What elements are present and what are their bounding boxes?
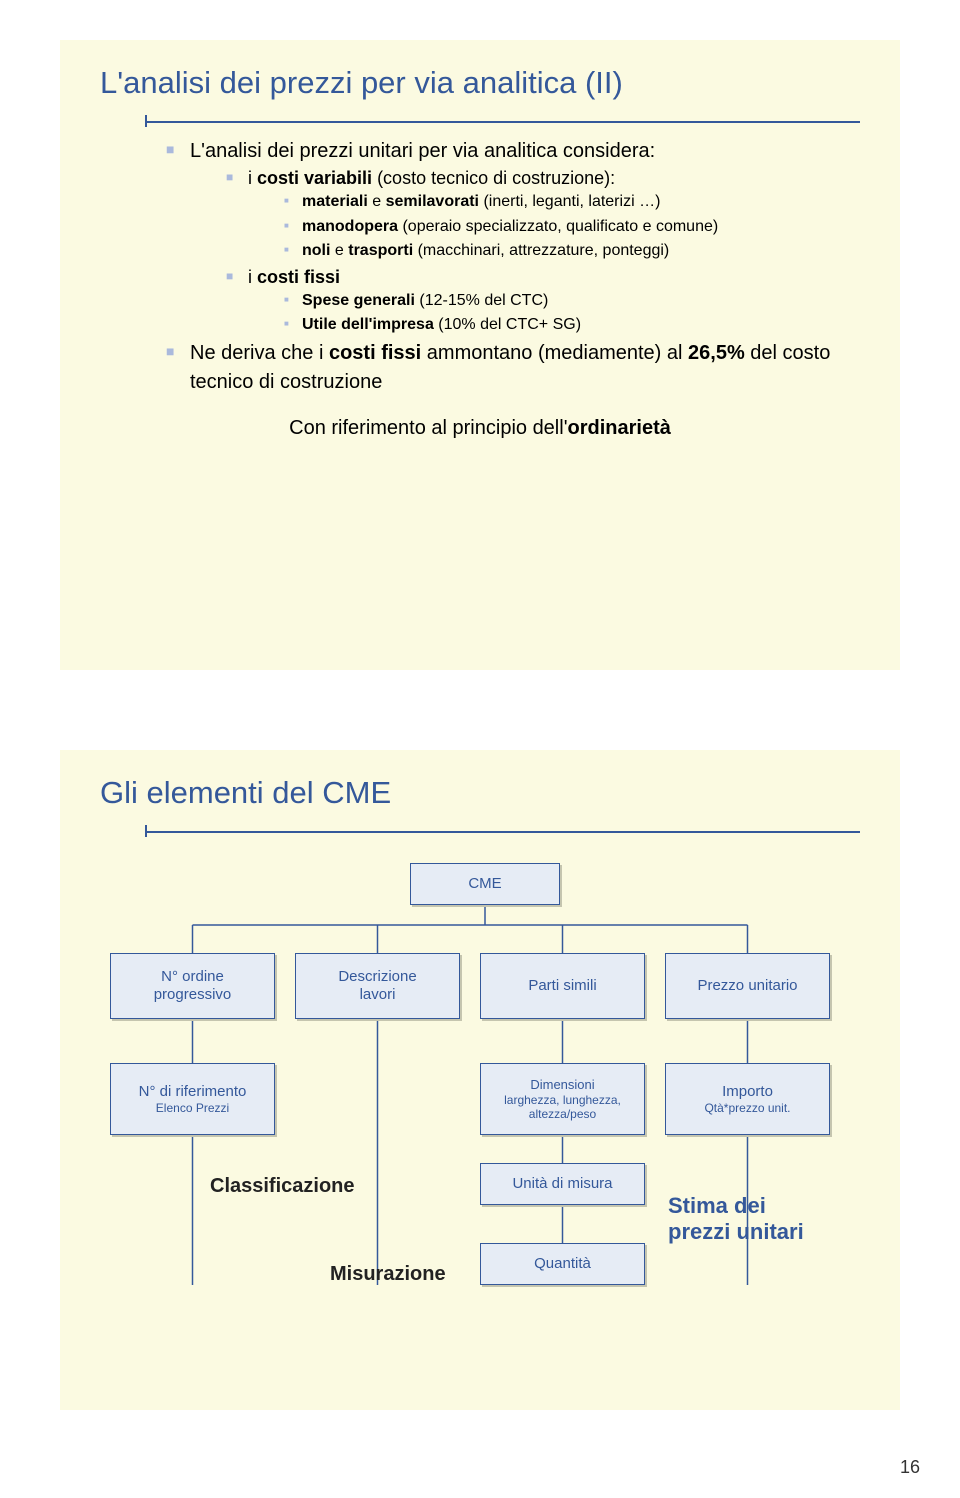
bullet-lvl3: materiali e semilavorati (inerti, legant… — [284, 191, 860, 213]
box-row2-2: ImportoQtà*prezzo unit. — [665, 1063, 830, 1135]
label-stima: Stima deiprezzi unitari — [668, 1193, 804, 1245]
page-number: 16 — [900, 1457, 920, 1478]
bullet-lvl1: Ne deriva che i costi fissi ammontano (m… — [166, 339, 860, 397]
cme-diagram: CME N° ordineprogressivo Descrizionelavori… — [100, 863, 860, 1383]
title-divider-2 — [60, 827, 900, 833]
slide1-title: L'analisi dei prezzi per via analitica (… — [60, 40, 900, 109]
box-qta: Quantità — [480, 1243, 645, 1285]
box-root: CME — [410, 863, 560, 905]
box-row1-2: Parti simili — [480, 953, 645, 1019]
slide-1: L'analisi dei prezzi per via analitica (… — [60, 40, 900, 670]
footer-text: Con riferimento al principio dell' — [289, 417, 567, 439]
slide1-content: L'analisi dei prezzi unitari per via ana… — [60, 137, 900, 439]
box-row1-3: Prezzo unitario — [665, 953, 830, 1019]
bullet-lvl3: manodopera (operaio specializzato, quali… — [284, 216, 860, 238]
bullet-lvl3: noli e trasporti (macchinari, attrezzatu… — [284, 240, 860, 262]
slide-2: Gli elementi del CME CME N° ordineprogres… — [60, 750, 900, 1410]
bullet-lvl1: L'analisi dei prezzi unitari per via ana… — [166, 137, 860, 336]
box-row1-0: N° ordineprogressivo — [110, 953, 275, 1019]
label-classificazione: Classificazione — [210, 1175, 355, 1198]
label-misurazione: Misurazione — [330, 1263, 446, 1286]
slide1-footer: Con riferimento al principio dell'ordina… — [100, 417, 860, 440]
footer-bold: ordinarietà — [568, 417, 671, 439]
bullet-lvl3: Utile dell'impresa (10% del CTC+ SG) — [284, 314, 860, 336]
title-divider — [60, 117, 900, 123]
box-row2-1: Dimensionilarghezza, lunghezza,altezza/p… — [480, 1063, 645, 1135]
box-row1-1: Descrizionelavori — [295, 953, 460, 1019]
bullet-lvl2: i costi variabili (costo tecnico di cost… — [226, 166, 860, 262]
box-row2-0: N° di riferimentoElenco Prezzi — [110, 1063, 275, 1135]
slide2-title: Gli elementi del CME — [60, 750, 900, 819]
box-udm: Unità di misura — [480, 1163, 645, 1205]
bullet-lvl3: Spese generali (12-15% del CTC) — [284, 290, 860, 312]
bullet-lvl2: i costi fissiSpese generali (12-15% del … — [226, 265, 860, 337]
